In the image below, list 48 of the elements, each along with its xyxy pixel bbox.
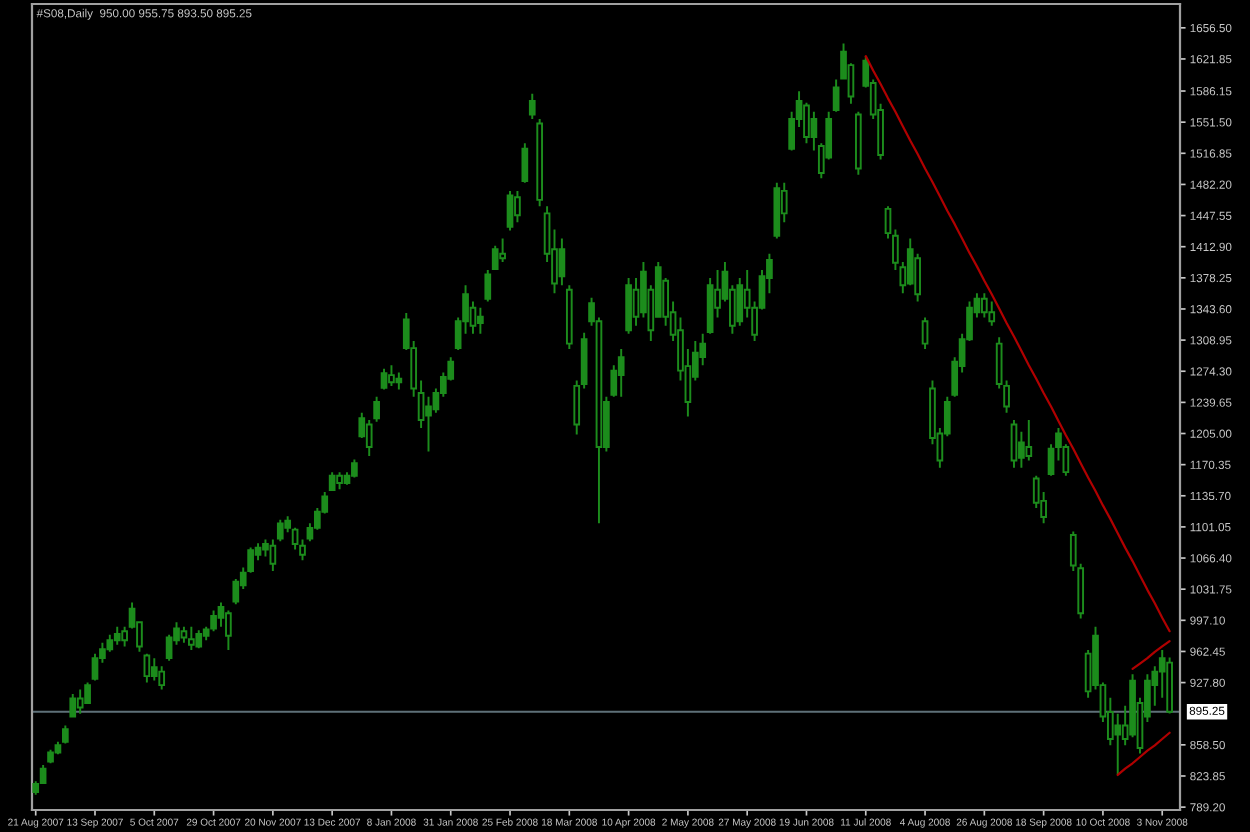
- line-series: [1131, 639, 1171, 671]
- candlestick: [514, 189, 521, 224]
- candlestick: [47, 748, 54, 765]
- candlestick: [736, 277, 744, 327]
- candlestick: [1025, 419, 1033, 462]
- candlestick: [855, 110, 862, 176]
- candlestick: [528, 92, 536, 120]
- candlestick: [69, 693, 77, 719]
- candlestick: [113, 625, 121, 646]
- candlestick: [558, 237, 566, 287]
- line-series: [1116, 731, 1171, 777]
- candlestick: [499, 237, 506, 263]
- candlestick: [210, 609, 217, 633]
- candlestick: [981, 292, 988, 319]
- line-series: [864, 55, 1171, 633]
- candlestick: [706, 277, 714, 335]
- candlestick: [477, 306, 484, 335]
- candlestick: [1010, 419, 1018, 469]
- candlestick: [328, 471, 336, 492]
- candlestick: [988, 300, 996, 327]
- candlestick: [565, 284, 573, 351]
- candlestick: [143, 652, 151, 684]
- candlestick: [773, 181, 781, 240]
- candlestick: [617, 348, 625, 398]
- candlestick: [195, 629, 203, 650]
- candlestick: [351, 458, 358, 479]
- candlestick: [491, 244, 499, 271]
- candlestick: [373, 395, 380, 423]
- candlestick: [336, 471, 343, 491]
- candlestick: [1166, 656, 1173, 715]
- candlestick: [506, 189, 514, 232]
- candlestick: [521, 142, 529, 184]
- candlestick: [269, 538, 277, 572]
- candlestick: [388, 364, 395, 387]
- candlestick: [921, 316, 929, 351]
- candlestick: [536, 118, 544, 208]
- candlestick: [180, 625, 188, 644]
- candlestick: [395, 371, 403, 391]
- candlestick: [225, 609, 232, 652]
- candlestick: [365, 419, 373, 457]
- candlestick: [276, 518, 284, 543]
- candlestick: [380, 367, 388, 391]
- candlestick: [76, 688, 84, 715]
- candlestick: [188, 625, 195, 652]
- candlestick: [158, 665, 166, 691]
- candlestick: [150, 657, 158, 682]
- candlestick: [625, 277, 632, 335]
- candlestick: [484, 269, 492, 303]
